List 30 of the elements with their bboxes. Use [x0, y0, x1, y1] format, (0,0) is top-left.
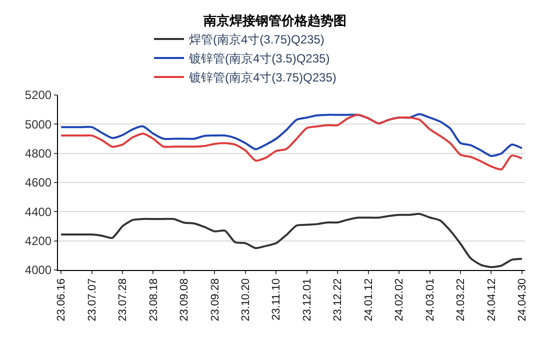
y-tick-label: 4200: [24, 234, 52, 248]
x-tick-label: 24.03.01: [424, 278, 436, 322]
y-tick-label: 4800: [24, 146, 52, 161]
x-tick-label: 24.02.02: [394, 278, 406, 322]
legend-label: 镀锌管(南京4寸(3.5)Q235): [188, 52, 330, 66]
y-tick-label: 4000: [24, 263, 52, 278]
x-tick-label: 23.06.16: [56, 278, 68, 322]
x-tick-label: 23.08.18: [148, 278, 160, 322]
x-tick-label: 24.04.30: [516, 278, 529, 322]
line-series: [60, 113, 523, 157]
x-tick-label: 23.10.20: [240, 278, 252, 322]
x-tick-label: 23.07.07: [86, 278, 98, 322]
x-tick-label: 23.12.01: [301, 278, 314, 322]
x-tick-label: 23.12.22: [332, 278, 344, 322]
x-tick-label: 23.09.08: [178, 278, 191, 322]
x-tick-label: 23.09.28: [209, 278, 222, 322]
line-series: [60, 114, 523, 170]
y-tick-label: 5200: [24, 88, 52, 102]
legend-label: 焊管(南京4寸(3.75)Q235): [189, 32, 324, 47]
x-tick-label: 24.01.12: [362, 278, 375, 322]
y-tick-label: 5000: [24, 117, 52, 132]
x-tick-label: 24.04.12: [486, 278, 498, 322]
chart-title: 南京焊接钢管价格趋势图: [202, 12, 346, 28]
legend-label: 镀锌管(南京4寸(3.75)Q235): [188, 70, 336, 85]
y-tick-label: 4400: [24, 204, 52, 219]
x-tick-label: 23.11.10: [270, 278, 283, 320]
x-tick-label: 23.07.28: [117, 278, 130, 322]
x-tick-label: 24.03.22: [455, 278, 468, 322]
line-series: [60, 212, 523, 268]
y-tick-label: 4600: [24, 176, 52, 190]
